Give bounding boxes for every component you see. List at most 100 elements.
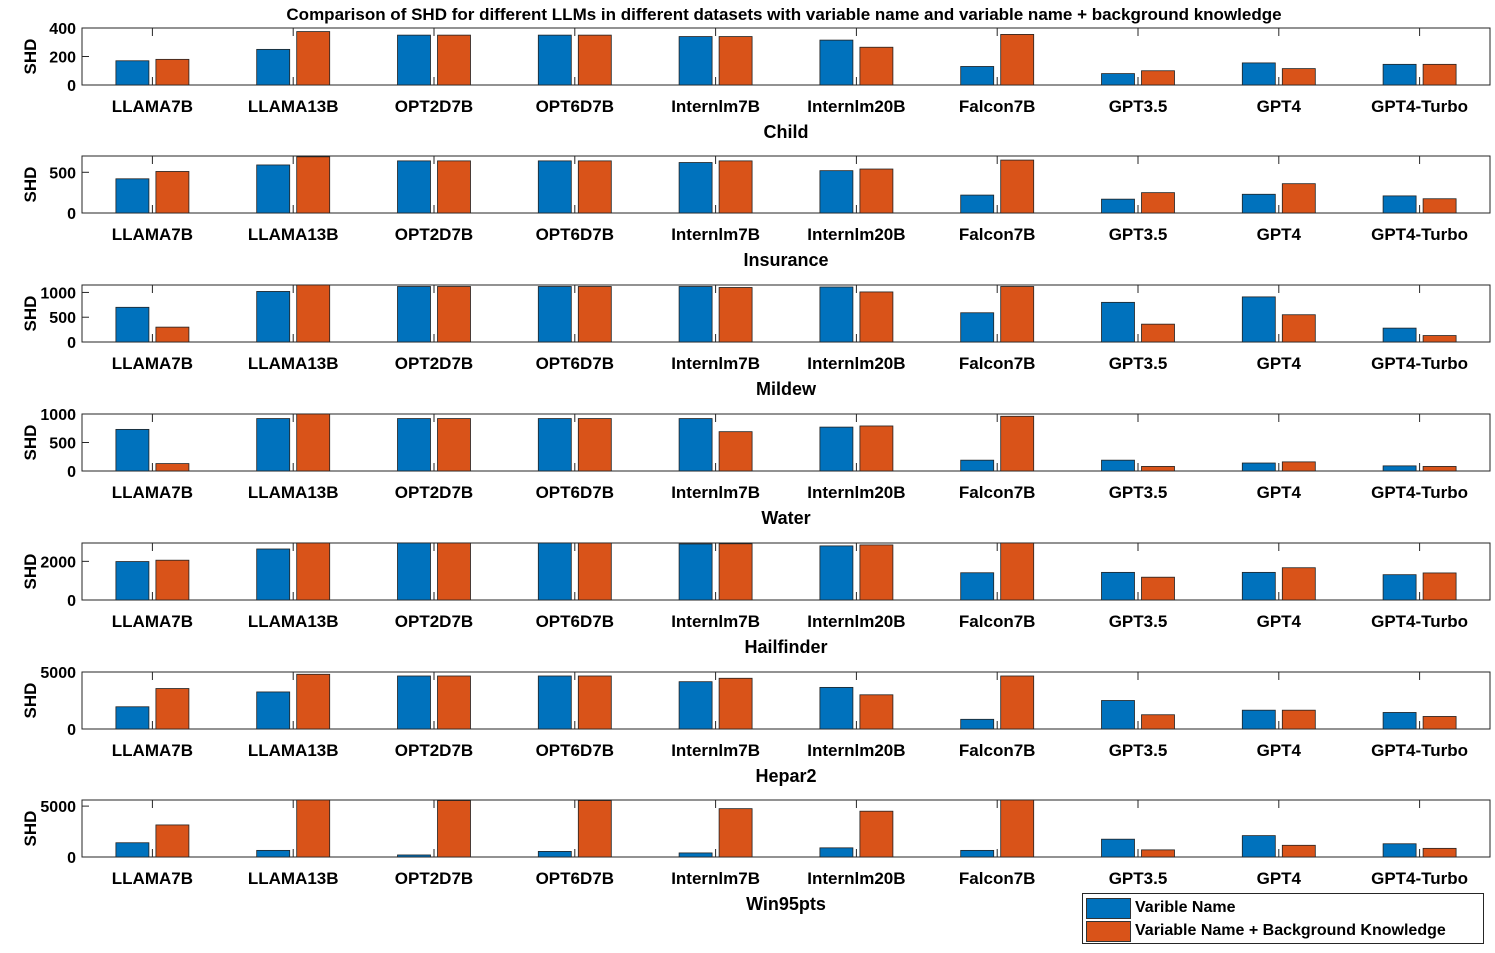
y-tick-label-insurance: 0 <box>67 206 76 223</box>
bar-water-falcon7b-series2 <box>1000 415 1035 472</box>
x-tick-label-mildew: GPT4-Turbo <box>1371 354 1468 373</box>
bar-mildew-llama7b-series1 <box>115 306 150 343</box>
x-tick-label-water: GPT4-Turbo <box>1371 483 1468 502</box>
bar-child-opt6d7b-series1 <box>537 34 572 86</box>
x-tick-label-hepar2: Internlm20B <box>807 741 905 760</box>
y-axis-label-hepar2: SHD <box>21 683 40 719</box>
legend-entry-variable-name: Varible Name <box>1086 897 1236 919</box>
x-tick-label-mildew: LLAMA13B <box>248 354 339 373</box>
bar-win95pts-internlm7b-series1 <box>678 852 713 858</box>
x-tick-label-hepar2: OPT6D7B <box>536 741 614 760</box>
bar-insurance-gpt4-turbo-series2 <box>1422 198 1457 214</box>
x-tick-label-child: GPT4 <box>1257 97 1302 116</box>
bar-win95pts-llama13b-series2 <box>296 799 331 858</box>
legend-label-variable-name: Varible Name <box>1135 899 1236 916</box>
bar-mildew-gpt4-turbo-series2 <box>1422 335 1457 343</box>
bar-win95pts-opt2d7b-series1 <box>397 854 431 858</box>
x-tick-label-win95pts: LLAMA7B <box>112 869 193 888</box>
bar-win95pts-llama7b-series2 <box>155 824 190 858</box>
bar-child-internlm20b-series2 <box>859 46 894 86</box>
bar-win95pts-gpt3-5-series1 <box>1101 838 1135 858</box>
chart-title: Comparison of SHD for different LLMs in … <box>286 5 1281 24</box>
x-tick-label-mildew: OPT2D7B <box>395 354 473 373</box>
x-tick-label-hailfinder: OPT2D7B <box>395 612 473 631</box>
bar-hepar2-falcon7b-series1 <box>960 718 995 730</box>
x-tick-label-win95pts: GPT4 <box>1257 869 1302 888</box>
x-tick-label-insurance: Internlm20B <box>807 225 905 244</box>
x-tick-label-hepar2: OPT2D7B <box>395 741 473 760</box>
bar-hailfinder-gpt4-turbo-series2 <box>1422 572 1457 601</box>
x-tick-label-insurance: LLAMA7B <box>112 225 193 244</box>
bar-mildew-falcon7b-series2 <box>1000 286 1035 343</box>
bar-win95pts-opt2d7b-series2 <box>437 800 471 858</box>
x-tick-label-mildew: Falcon7B <box>959 354 1036 373</box>
y-axis-label-child: SHD <box>21 39 40 75</box>
bar-hepar2-opt2d7b-series1 <box>397 675 431 730</box>
x-tick-label-water: GPT3.5 <box>1109 483 1168 502</box>
bar-mildew-falcon7b-series1 <box>960 312 995 343</box>
x-tick-label-hailfinder: LLAMA7B <box>112 612 193 631</box>
bar-child-gpt4-turbo-series1 <box>1382 63 1417 86</box>
bar-hepar2-llama13b-series1 <box>256 691 291 730</box>
bar-child-opt6d7b-series2 <box>577 34 612 86</box>
bar-water-falcon7b-series1 <box>960 459 995 472</box>
bar-mildew-llama7b-series2 <box>155 326 190 343</box>
bar-child-gpt3-5-series1 <box>1101 73 1135 86</box>
bar-water-gpt4-turbo-series2 <box>1422 466 1457 472</box>
bar-water-llama13b-series2 <box>296 413 331 472</box>
axes-box-hailfinder <box>81 542 1491 601</box>
y-tick-label-insurance: 500 <box>49 165 76 182</box>
bar-hepar2-gpt4-turbo-series2 <box>1422 716 1457 730</box>
bar-mildew-opt6d7b-series2 <box>577 286 612 343</box>
x-tick-label-mildew: GPT3.5 <box>1109 354 1168 373</box>
x-tick-label-hepar2: GPT4 <box>1257 741 1302 760</box>
bar-win95pts-llama13b-series1 <box>256 849 291 858</box>
bar-win95pts-falcon7b-series1 <box>960 849 995 858</box>
y-tick-label-hailfinder: 0 <box>67 593 76 610</box>
x-tick-label-child: Falcon7B <box>959 97 1036 116</box>
bar-win95pts-falcon7b-series2 <box>1000 799 1035 858</box>
x-tick-label-hepar2: Internlm7B <box>671 741 760 760</box>
x-tick-label-win95pts: GPT4-Turbo <box>1371 869 1468 888</box>
y-tick-label-mildew: 500 <box>49 310 76 327</box>
chart-legend: Varible Name Variable Name + Background … <box>1082 893 1484 944</box>
x-tick-label-water: LLAMA7B <box>112 483 193 502</box>
x-tick-label-insurance: GPT3.5 <box>1109 225 1168 244</box>
bar-hepar2-llama13b-series2 <box>296 673 331 730</box>
bar-water-internlm7b-series1 <box>678 418 713 472</box>
bar-hailfinder-gpt4-turbo-series1 <box>1382 574 1417 601</box>
bar-insurance-gpt4-series2 <box>1281 183 1316 214</box>
bar-insurance-opt6d7b-series1 <box>537 160 572 214</box>
x-tick-label-insurance: Falcon7B <box>959 225 1036 244</box>
x-tick-label-insurance: OPT2D7B <box>395 225 473 244</box>
x-tick-label-hailfinder: Falcon7B <box>959 612 1036 631</box>
x-tick-label-water: GPT4 <box>1257 483 1302 502</box>
bar-insurance-llama7b-series2 <box>155 171 190 214</box>
bar-win95pts-internlm20b-series1 <box>819 847 854 858</box>
bar-hailfinder-internlm7b-series2 <box>718 543 753 601</box>
bar-hepar2-opt2d7b-series2 <box>437 675 471 730</box>
bar-water-internlm20b-series2 <box>859 425 894 472</box>
bar-water-gpt3-5-series1 <box>1101 459 1135 472</box>
bar-hailfinder-opt2d7b-series2 <box>437 542 471 601</box>
y-axis-label-win95pts: SHD <box>21 811 40 847</box>
x-tick-label-win95pts: OPT2D7B <box>395 869 473 888</box>
legend-entry-variable-name-bk: Variable Name + Background Knowledge <box>1086 920 1446 942</box>
bar-hepar2-opt6d7b-series2 <box>577 675 612 730</box>
y-tick-label-child: 200 <box>49 50 76 67</box>
bar-win95pts-internlm20b-series2 <box>859 810 894 858</box>
bar-water-llama7b-series1 <box>115 428 150 472</box>
bar-insurance-llama13b-series1 <box>256 164 291 214</box>
bar-mildew-gpt3-5-series2 <box>1141 323 1175 343</box>
y-tick-label-water: 1000 <box>40 407 76 424</box>
bar-insurance-gpt3-5-series1 <box>1101 198 1135 214</box>
bar-hepar2-llama7b-series1 <box>115 706 150 730</box>
bar-water-opt6d7b-series1 <box>537 418 572 472</box>
bar-mildew-llama13b-series2 <box>296 284 331 343</box>
bar-win95pts-internlm7b-series2 <box>718 808 753 858</box>
x-axis-label-child: Child <box>764 122 809 142</box>
bar-insurance-falcon7b-series1 <box>960 194 995 214</box>
bar-hailfinder-llama13b-series1 <box>256 548 291 601</box>
y-tick-label-child: 400 <box>49 21 76 38</box>
x-tick-label-win95pts: Falcon7B <box>959 869 1036 888</box>
